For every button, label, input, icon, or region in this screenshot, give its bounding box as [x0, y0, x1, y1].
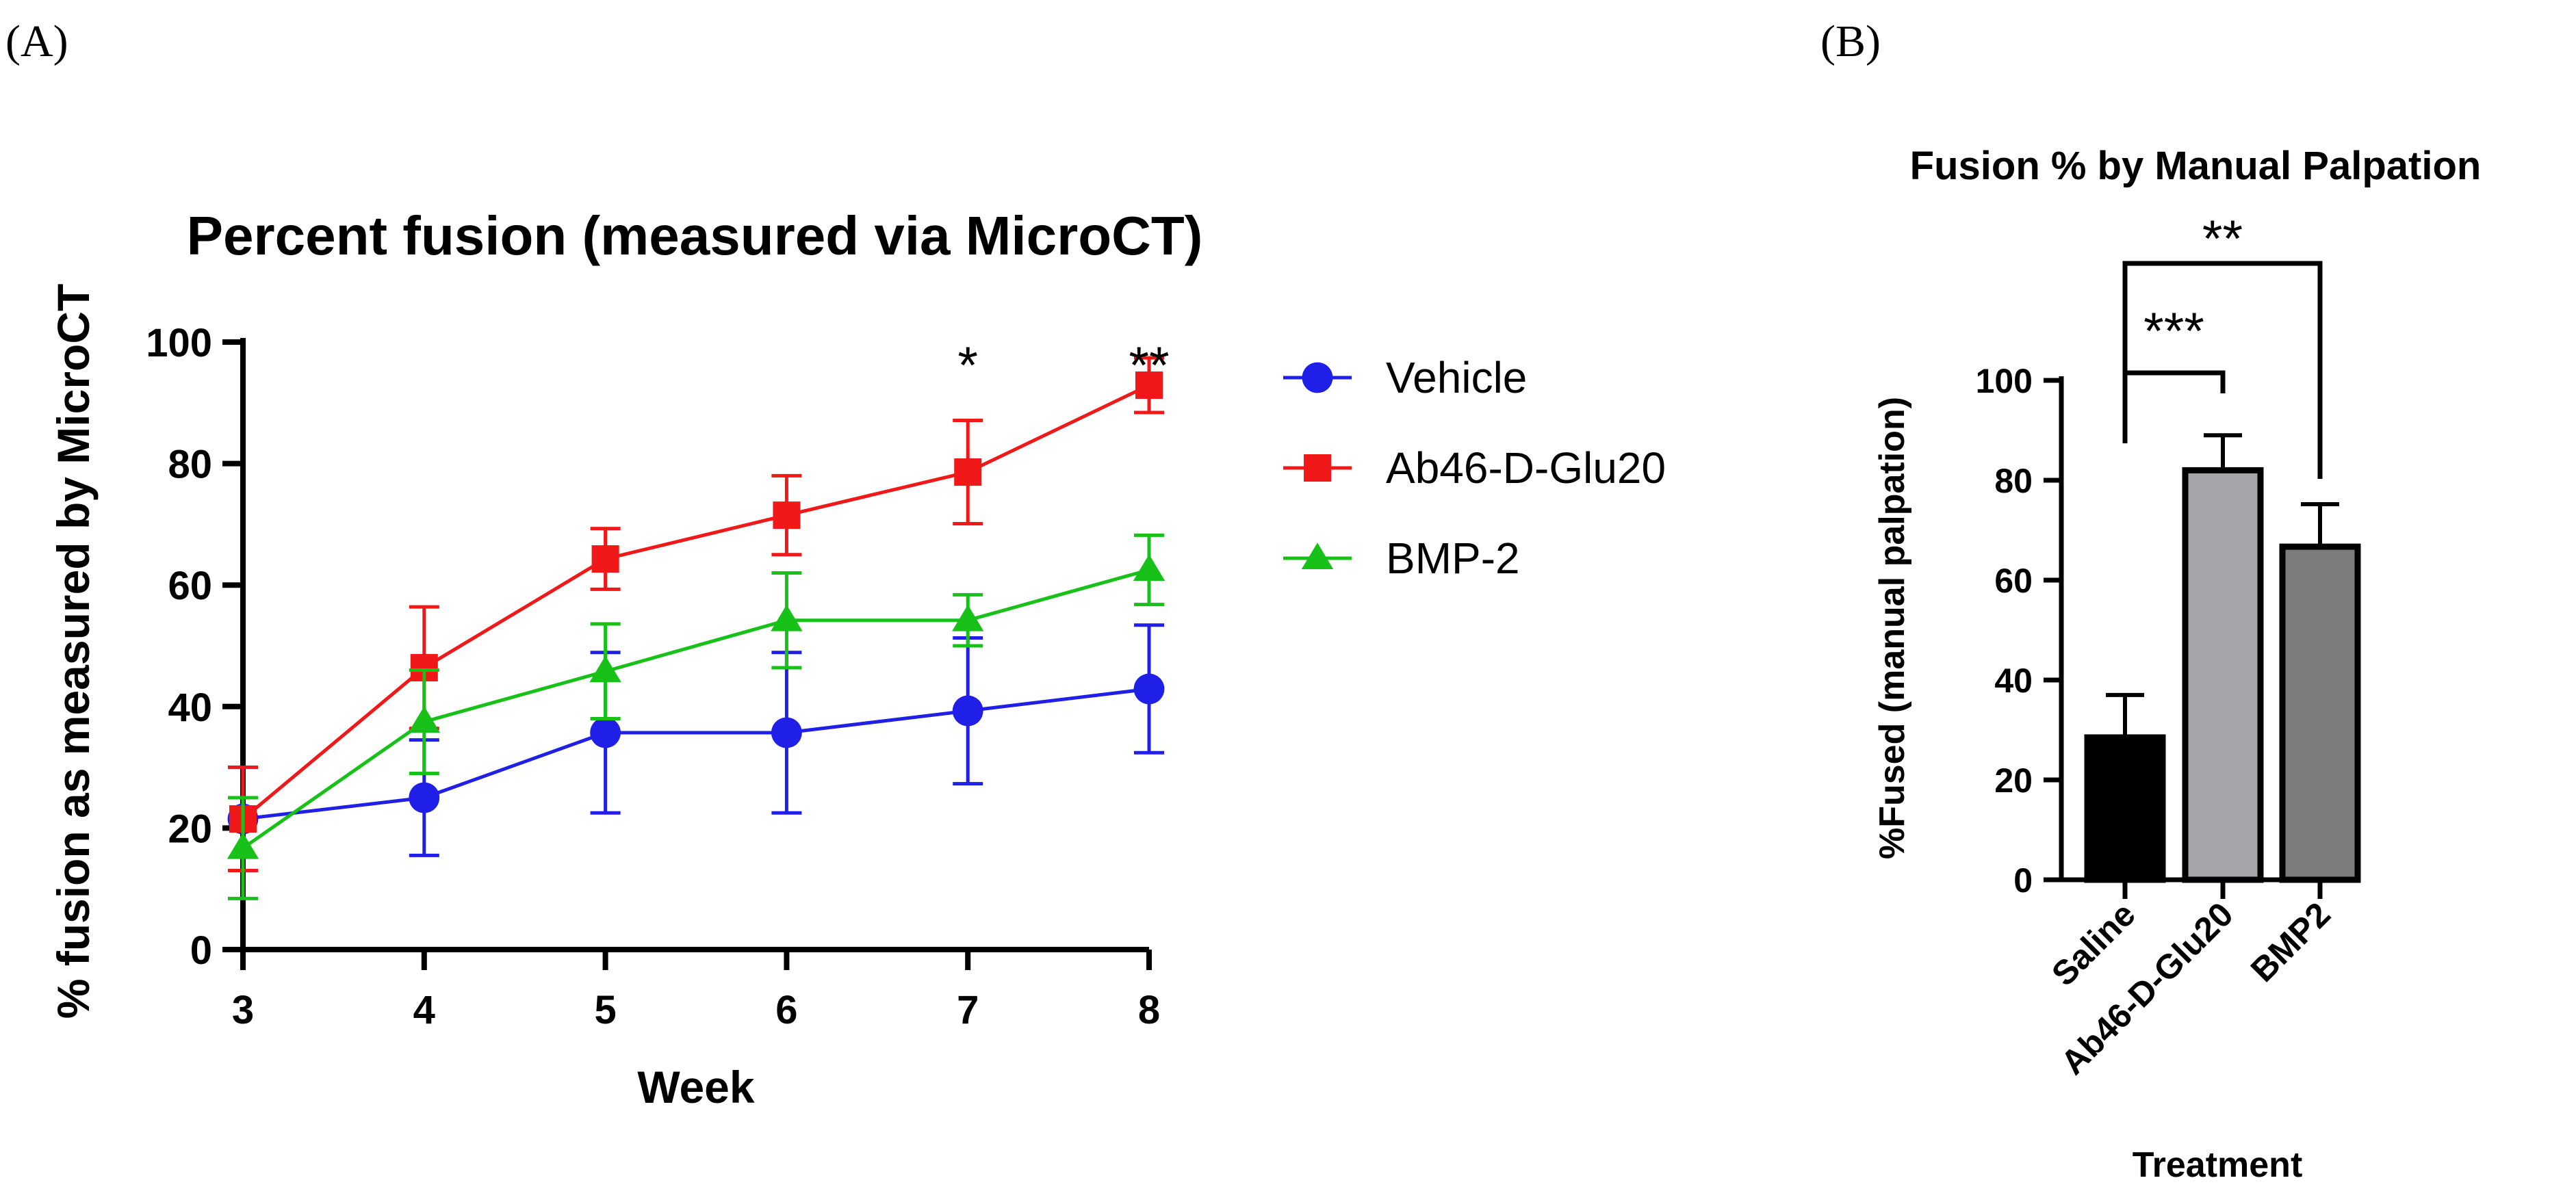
legend-item: BMP-2 — [1283, 534, 1520, 583]
x-tick-label: 4 — [413, 988, 435, 1032]
legend-marker — [1304, 454, 1331, 482]
x-tick-label: 8 — [1138, 988, 1160, 1032]
bar — [2279, 543, 2361, 883]
chart-a-x-label: Week — [637, 1062, 755, 1112]
y-tick-label: 40 — [1994, 662, 2033, 700]
chart-a: Percent fusion (measured via MicroCT) 0 2… — [48, 205, 1666, 1112]
x-tick-label: 3 — [232, 988, 254, 1032]
y-tick-label: 60 — [168, 564, 212, 608]
legend-marker — [1302, 362, 1333, 393]
series-ab46-d-glu20 — [228, 356, 1164, 873]
y-tick-label: 60 — [1994, 562, 2033, 600]
x-tick-label: 5 — [594, 988, 616, 1032]
bar — [2084, 734, 2166, 883]
y-tick-label: 40 — [168, 685, 212, 730]
legend-label: Ab46-D-Glu20 — [1386, 443, 1666, 493]
series-line — [242, 687, 1150, 821]
y-tick-label: 80 — [1994, 462, 2033, 500]
data-point — [952, 695, 983, 727]
x-tick-label: BMP2 — [2243, 895, 2338, 989]
legend-label: Vehicle — [1386, 353, 1527, 402]
bar — [2182, 467, 2264, 883]
chart-b: Fusion % by Manual Palpation 0 20 40 60 80 10… — [1872, 144, 2481, 1185]
chart-b-title: Fusion % by Manual Palpation — [1910, 144, 2482, 188]
chart-a-title: Percent fusion (measured via MicroCT) — [187, 205, 1203, 266]
x-tick-label: Ab46-D-Glu20 — [2053, 895, 2240, 1082]
data-point — [954, 458, 982, 486]
series-line — [242, 568, 1150, 850]
significance-marker: ** — [1129, 337, 1169, 395]
chart-a-y-label: % fusion as measured by MicroCT — [48, 284, 99, 1019]
chart-b-y-label: %Fused (manual palpation) — [1872, 397, 1912, 859]
chart-b-x-label: Treatment — [2133, 1145, 2303, 1185]
data-point — [408, 706, 440, 733]
significance-marker: *** — [2143, 302, 2204, 361]
series-line — [242, 383, 1150, 820]
data-point — [589, 655, 621, 683]
data-point — [227, 832, 259, 859]
significance-marker: ** — [2202, 210, 2243, 268]
x-tick-label: 6 — [775, 988, 797, 1032]
series-vehicle — [227, 623, 1165, 873]
panel-label-b: (B) — [1820, 16, 1881, 66]
legend-item: Ab46-D-Glu20 — [1283, 443, 1666, 493]
series-bmp-2 — [227, 533, 1165, 900]
panel-label-a: (A) — [5, 16, 68, 66]
data-point — [773, 501, 801, 530]
data-point — [1135, 371, 1163, 400]
data-point — [1133, 554, 1165, 581]
legend-marker — [1301, 543, 1334, 569]
y-tick-label: 0 — [2013, 861, 2033, 900]
data-point — [771, 717, 802, 748]
data-point — [591, 545, 619, 573]
y-tick-label: 20 — [1994, 761, 2033, 800]
significance-bracket: ** — [2122, 210, 2323, 479]
bracket-line — [2122, 370, 2226, 443]
significance-bracket: *** — [2122, 302, 2226, 443]
x-tick-label: Saline — [2044, 895, 2143, 993]
y-tick-label: 100 — [146, 321, 212, 365]
data-point — [590, 717, 621, 748]
legend-label: BMP-2 — [1386, 534, 1520, 583]
data-point — [771, 604, 803, 631]
bracket-line — [2122, 261, 2323, 479]
legend-item: Vehicle — [1283, 353, 1527, 402]
data-point — [409, 782, 440, 813]
y-tick-label: 80 — [168, 443, 212, 487]
significance-marker: * — [957, 337, 978, 395]
y-tick-label: 100 — [1976, 362, 2033, 400]
data-point — [952, 604, 984, 631]
data-point — [1133, 673, 1165, 705]
y-tick-label: 20 — [168, 807, 212, 851]
x-tick-label: 7 — [957, 988, 979, 1032]
y-tick-label: 0 — [190, 928, 212, 973]
